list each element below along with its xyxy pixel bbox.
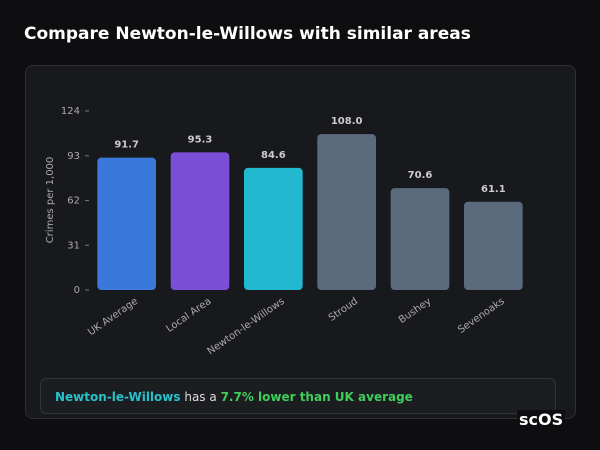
x-tick-label: UK Average: [86, 296, 140, 338]
x-tick-label: Bushey: [397, 296, 434, 326]
y-tick-label: 124: [61, 106, 80, 117]
value-label: 91.7: [114, 140, 139, 151]
x-tick-label: Local Area: [164, 296, 213, 335]
y-tick-label: 0: [74, 285, 80, 296]
value-label: 70.6: [408, 170, 433, 181]
value-label: 108.0: [331, 116, 363, 127]
summary-text: has a: [184, 390, 217, 404]
summary-highlight: 7.7% lower than UK average: [220, 390, 413, 404]
bar: [170, 152, 230, 290]
bar: [390, 188, 450, 290]
y-tick-label: 62: [67, 196, 80, 207]
x-tick-label: Stroud: [327, 296, 360, 324]
place-name: Newton-le-Willows: [55, 390, 181, 404]
logo: scOS: [517, 410, 566, 429]
bar: [464, 201, 523, 290]
y-tick-label: 93: [67, 151, 80, 162]
value-label: 95.3: [188, 134, 213, 145]
summary: Newton-le-Willows has a 7.7% lower than …: [40, 378, 556, 414]
y-tick-label: 31: [67, 240, 80, 251]
y-axis-label: Crimes per 1,000: [45, 157, 56, 244]
bar: [244, 167, 303, 290]
x-tick-label: Newton-le-Willows: [206, 296, 287, 357]
bar: [317, 134, 376, 290]
x-tick-label: Sevenoaks: [456, 296, 507, 336]
value-label: 61.1: [481, 184, 506, 195]
bar: [97, 157, 156, 290]
value-label: 84.6: [261, 150, 286, 161]
page-title: Compare Newton-le-Willows with similar a…: [24, 24, 471, 44]
